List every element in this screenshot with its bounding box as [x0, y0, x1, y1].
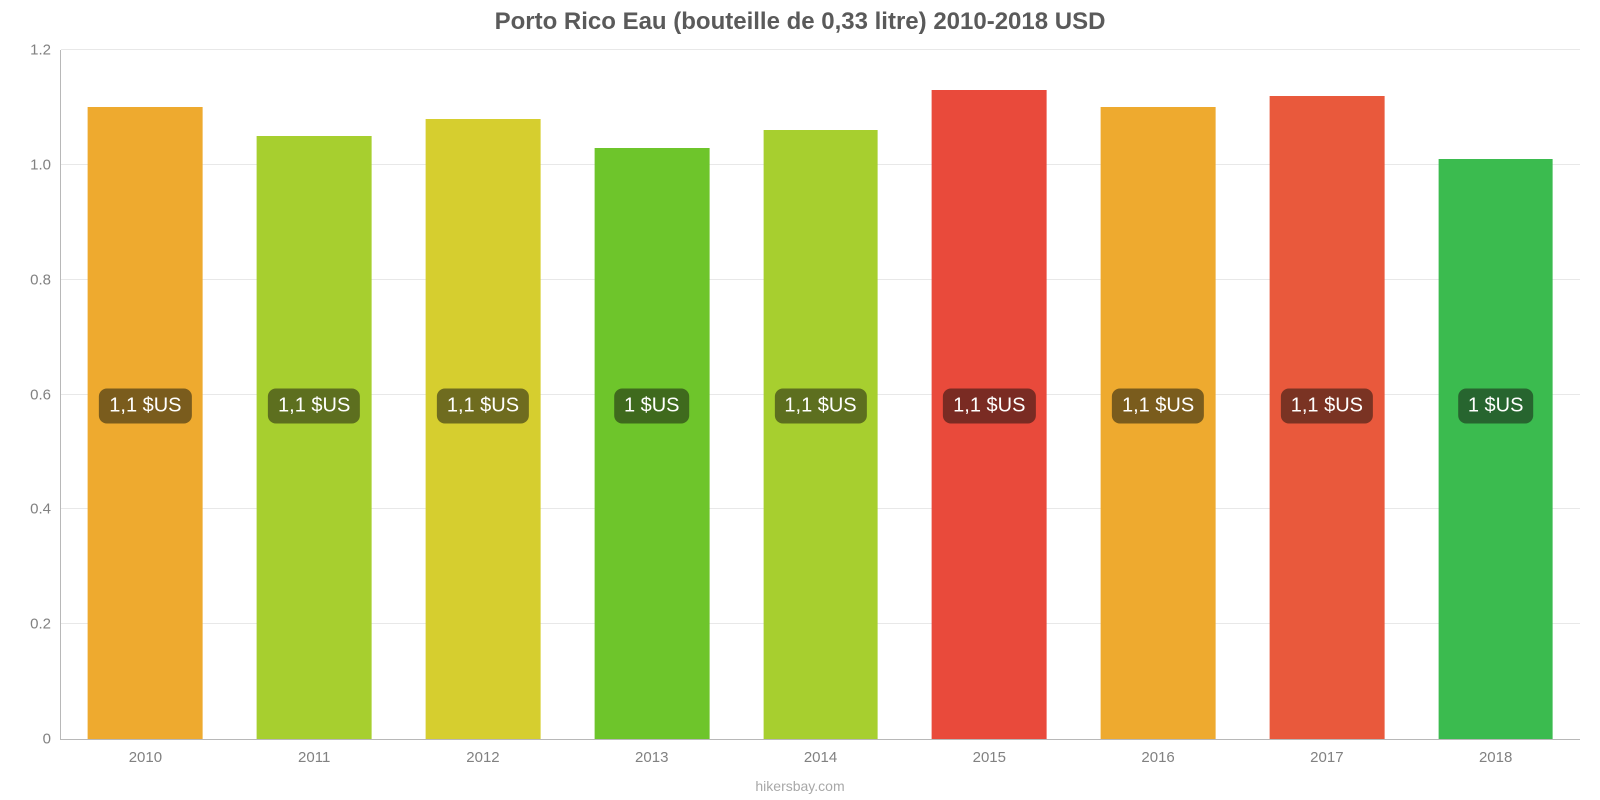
bar-slot: 20151,1 $US	[905, 50, 1074, 739]
value-label: 1,1 $US	[268, 388, 360, 423]
x-tick-label: 2017	[1310, 739, 1343, 766]
bar-slot: 20121,1 $US	[399, 50, 568, 739]
y-tick-label: 1.2	[30, 42, 61, 59]
x-tick-label: 2012	[466, 739, 499, 766]
attribution-text: hikersbay.com	[755, 778, 844, 794]
bar-slot: 20161,1 $US	[1074, 50, 1243, 739]
bar	[426, 119, 541, 739]
bar-slot: 20101,1 $US	[61, 50, 230, 739]
bar-slot: 20141,1 $US	[736, 50, 905, 739]
bar	[594, 148, 709, 739]
bar	[763, 130, 878, 739]
y-tick-label: 0.8	[30, 271, 61, 288]
x-tick-label: 2015	[973, 739, 1006, 766]
y-tick-label: 0.4	[30, 501, 61, 518]
y-tick-label: 0	[43, 731, 61, 748]
x-tick-label: 2018	[1479, 739, 1512, 766]
value-label: 1,1 $US	[943, 388, 1035, 423]
x-tick-label: 2013	[635, 739, 668, 766]
bar	[1438, 159, 1553, 739]
bar-slot: 20171,1 $US	[1242, 50, 1411, 739]
bar	[257, 136, 372, 739]
value-label: 1 $US	[1458, 388, 1534, 423]
bar-slot: 20111,1 $US	[230, 50, 399, 739]
bar-chart: Porto Rico Eau (bouteille de 0,33 litre)…	[0, 0, 1600, 800]
x-tick-label: 2010	[129, 739, 162, 766]
value-label: 1,1 $US	[1281, 388, 1373, 423]
value-label: 1 $US	[614, 388, 690, 423]
chart-title: Porto Rico Eau (bouteille de 0,33 litre)…	[0, 0, 1600, 40]
y-tick-label: 0.2	[30, 616, 61, 633]
y-tick-label: 1.0	[30, 156, 61, 173]
value-label: 1,1 $US	[774, 388, 866, 423]
value-label: 1,1 $US	[99, 388, 191, 423]
x-tick-label: 2014	[804, 739, 837, 766]
bar-slot: 20181 $US	[1411, 50, 1580, 739]
x-tick-label: 2016	[1141, 739, 1174, 766]
value-label: 1,1 $US	[1112, 388, 1204, 423]
x-tick-label: 2011	[298, 739, 330, 766]
bars-container: 20101,1 $US20111,1 $US20121,1 $US20131 $…	[61, 50, 1580, 739]
value-label: 1,1 $US	[437, 388, 529, 423]
bar-slot: 20131 $US	[567, 50, 736, 739]
y-tick-label: 0.6	[30, 386, 61, 403]
plot-area: 00.20.40.60.81.01.2 20101,1 $US20111,1 $…	[60, 50, 1580, 740]
